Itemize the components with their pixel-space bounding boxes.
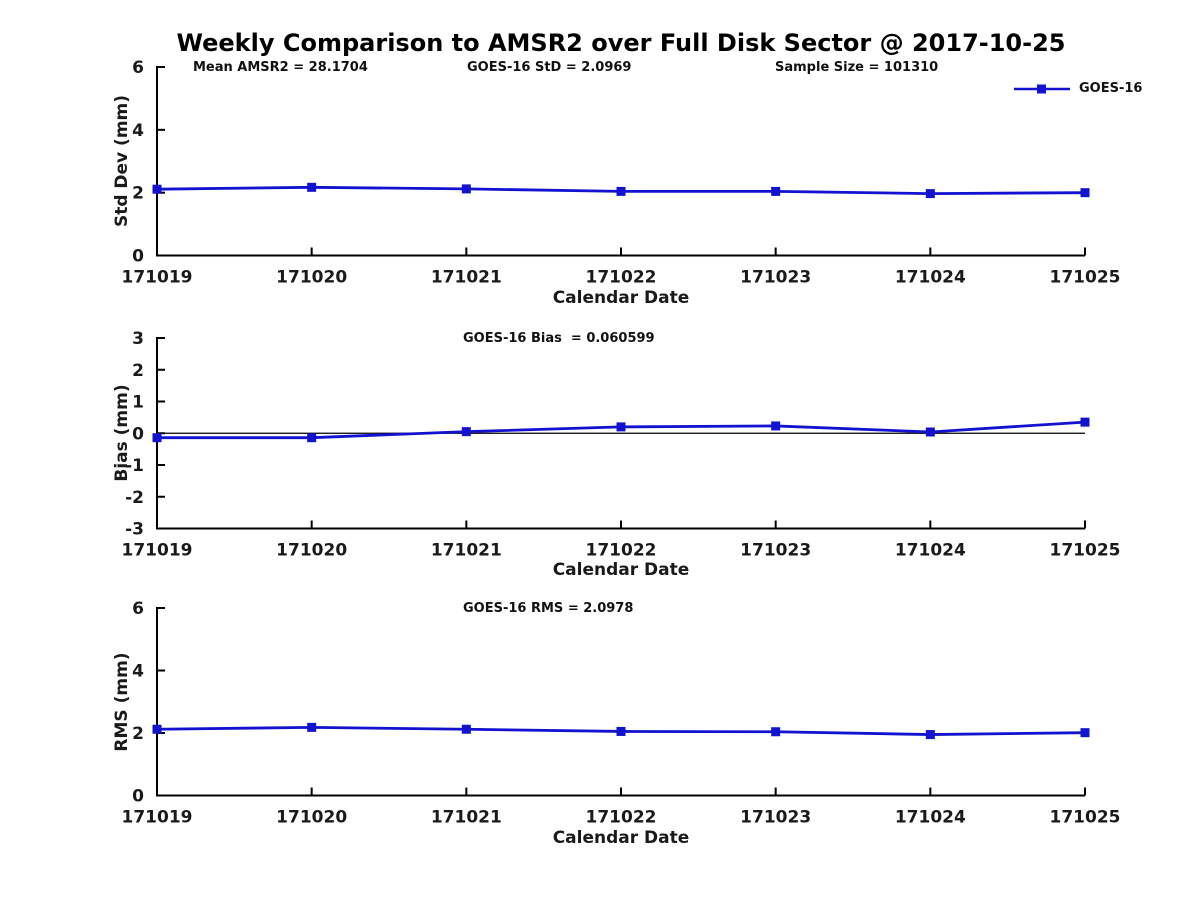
legend: GOES-16 bbox=[1013, 81, 1142, 96]
y-tick-label: 0 bbox=[132, 424, 144, 444]
x-tick-label: 171021 bbox=[431, 268, 502, 288]
x-tick-label: 171019 bbox=[122, 808, 193, 828]
y-tick-label: -2 bbox=[125, 488, 144, 508]
data-point-marker bbox=[1080, 417, 1090, 427]
y-tick-label: -3 bbox=[125, 520, 144, 540]
data-point-marker bbox=[925, 730, 935, 740]
data-point-marker bbox=[307, 182, 317, 192]
x-tick-label: 171022 bbox=[586, 808, 657, 828]
annotation-goes16-rms: GOES-16 RMS = 2.0978 bbox=[463, 601, 634, 616]
x-tick-label: 171019 bbox=[122, 268, 193, 288]
subplot-rms: 0 2 4 6 171019 171020 171021 171022 171023 171024… bbox=[122, 599, 1121, 828]
x-tick-label: 171023 bbox=[740, 541, 811, 561]
annotation-sample-size: Sample Size = 101310 bbox=[775, 60, 939, 75]
x-tick-label: 171022 bbox=[586, 268, 657, 288]
data-point-marker bbox=[1080, 188, 1090, 198]
data-point-marker bbox=[461, 427, 471, 437]
y-tick-label: 6 bbox=[132, 58, 144, 78]
data-point-marker bbox=[1080, 728, 1090, 738]
data-point-marker bbox=[307, 433, 317, 443]
x-tick-label: 171020 bbox=[276, 268, 347, 288]
data-point-marker bbox=[616, 422, 626, 432]
data-point-marker bbox=[616, 726, 626, 736]
x-tick-label: 171025 bbox=[1050, 268, 1121, 288]
y-tick-label: 2 bbox=[132, 361, 144, 381]
annotation-goes16-bias: GOES-16 Bias = 0.060599 bbox=[463, 331, 655, 346]
data-point-marker bbox=[461, 724, 471, 734]
y-tick-label: 4 bbox=[132, 121, 144, 141]
data-point-marker bbox=[307, 722, 317, 732]
x-tick-label: 171025 bbox=[1050, 541, 1121, 561]
y-tick-label: 2 bbox=[132, 724, 144, 744]
data-point-marker bbox=[152, 184, 162, 194]
x-tick-label: 171021 bbox=[431, 808, 502, 828]
xlabel-calendar-date-middle: Calendar Date bbox=[552, 560, 690, 580]
y-tick-label: 4 bbox=[132, 662, 144, 682]
y-tick-label: 0 bbox=[132, 787, 144, 807]
annotation-goes16-std: GOES-16 StD = 2.0969 bbox=[467, 60, 632, 75]
x-tick-label: 171019 bbox=[122, 541, 193, 561]
xlabel-calendar-date-top: Calendar Date bbox=[552, 288, 690, 308]
xlabel-calendar-date-bottom: Calendar Date bbox=[552, 828, 690, 848]
legend-label: GOES-16 bbox=[1079, 81, 1143, 96]
y-tick-label: 1 bbox=[132, 393, 144, 413]
data-point-marker bbox=[771, 186, 781, 196]
legend-line-marker-icon bbox=[1014, 84, 1070, 93]
y-tick-label: -1 bbox=[125, 456, 144, 476]
x-tick-label: 171020 bbox=[276, 541, 347, 561]
x-tick-label: 171023 bbox=[740, 808, 811, 828]
x-tick-label: 171025 bbox=[1050, 808, 1121, 828]
x-tick-label: 171021 bbox=[431, 541, 502, 561]
data-point-marker bbox=[152, 724, 162, 734]
subplot-std-dev: 0 2 4 6 171019 171020 171021 171022 171023 171024… bbox=[122, 58, 1121, 288]
x-tick-label: 171020 bbox=[276, 808, 347, 828]
data-point-marker bbox=[771, 421, 781, 431]
y-tick-label: 0 bbox=[132, 247, 144, 267]
x-tick-label: 171022 bbox=[586, 541, 657, 561]
x-tick-label: 171024 bbox=[895, 808, 966, 828]
y-tick-label: 2 bbox=[132, 184, 144, 204]
y-tick-label: 6 bbox=[132, 599, 144, 619]
x-tick-label: 171024 bbox=[895, 541, 966, 561]
data-point-marker bbox=[925, 189, 935, 199]
data-point-marker bbox=[925, 427, 935, 437]
x-tick-label: 171023 bbox=[740, 268, 811, 288]
x-tick-label: 171024 bbox=[895, 268, 966, 288]
y-tick-label: 3 bbox=[132, 329, 144, 349]
annotation-mean-amsr2: Mean AMSR2 = 28.1704 bbox=[193, 60, 368, 75]
data-point-marker bbox=[771, 727, 781, 737]
figure-title: Weekly Comparison to AMSR2 over Full Dis… bbox=[176, 29, 1066, 57]
data-point-marker bbox=[461, 184, 471, 194]
data-point-marker bbox=[616, 186, 626, 196]
data-point-marker bbox=[152, 433, 162, 443]
